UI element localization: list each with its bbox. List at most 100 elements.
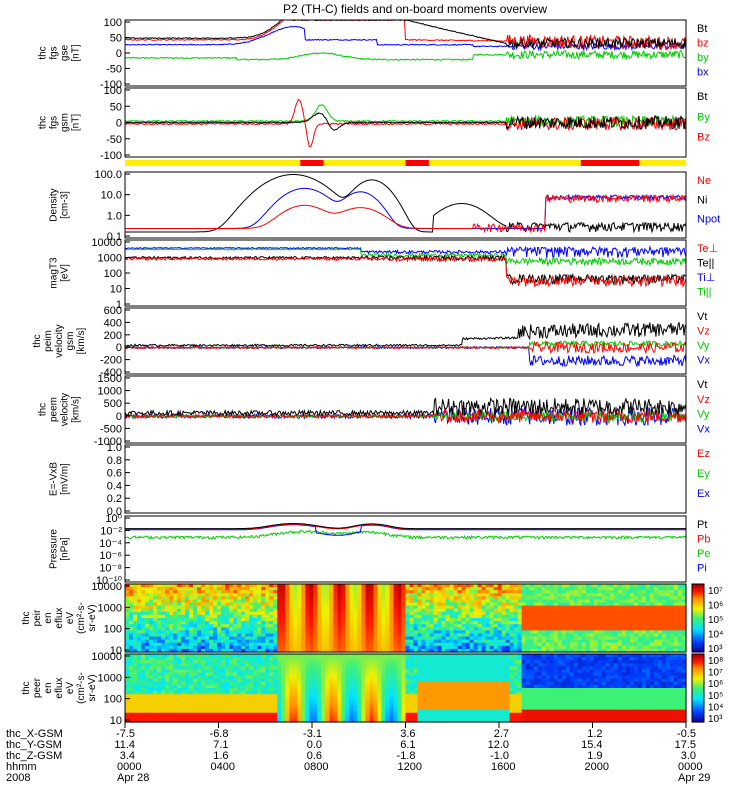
heatmap-cell	[185, 654, 190, 658]
heatmap-cell	[573, 639, 579, 644]
heatmap-cell	[293, 684, 298, 689]
heatmap-cell	[457, 608, 463, 613]
heatmap-cell	[369, 672, 375, 677]
heatmap-cell	[601, 624, 607, 628]
heatmap-cell	[409, 666, 415, 671]
heatmap-cell	[425, 633, 431, 638]
heatmap-cell	[413, 627, 419, 631]
heatmap-cell	[381, 691, 387, 695]
heatmap-cell	[181, 605, 186, 610]
heatmap-cell	[193, 587, 198, 591]
heatmap-cell	[617, 621, 623, 625]
heatmap-cell	[649, 599, 655, 604]
heatmap-cell	[197, 584, 202, 588]
heatmap-cell	[313, 648, 318, 653]
heatmap-cell	[441, 602, 447, 607]
heatmap-cell	[269, 666, 274, 671]
heatmap-cell	[201, 627, 206, 631]
heatmap-cell	[361, 678, 367, 683]
heatmap-cell	[305, 712, 310, 717]
y-axis-label: Density	[49, 188, 60, 221]
heatmap-cell	[145, 654, 150, 658]
heatmap-cell	[661, 639, 667, 644]
heatmap-cell	[649, 636, 655, 641]
heatmap-cell	[349, 639, 355, 644]
heatmap-cell	[229, 590, 234, 594]
heatmap-cell	[513, 593, 519, 597]
heatmap-cell	[233, 599, 238, 604]
heatmap-cell	[329, 587, 334, 591]
heatmap-cell	[345, 602, 350, 607]
heatmap-cell	[233, 681, 238, 686]
heatmap-cell	[573, 605, 579, 610]
heatmap-cell	[537, 621, 543, 625]
heatmap-cell	[269, 587, 274, 591]
heatmap-cell	[165, 718, 170, 723]
heatmap-cell	[557, 621, 563, 625]
heatmap-cell	[157, 602, 162, 607]
heatmap-cell	[425, 681, 431, 686]
heatmap-cell	[417, 608, 423, 613]
heatmap-cell	[213, 709, 218, 714]
heatmap-cell	[237, 672, 242, 677]
heatmap-cell	[289, 684, 294, 689]
heatmap-cell	[301, 587, 306, 591]
heatmap-cell	[337, 587, 342, 591]
y-axis-label: thc	[32, 334, 43, 347]
heatmap-cell	[597, 608, 603, 613]
heatmap-cell	[541, 611, 547, 616]
heatmap-cell	[473, 587, 479, 591]
heatmap-cell	[317, 694, 322, 698]
heatmap-cell	[401, 636, 407, 641]
heatmap-cell	[209, 645, 214, 650]
heatmap-cell	[297, 681, 302, 686]
heatmap-cell	[157, 605, 162, 610]
heatmap-cell	[361, 639, 367, 644]
heatmap-cell	[161, 596, 166, 601]
heatmap-cell	[189, 712, 194, 717]
heatmap-cell	[301, 688, 306, 692]
heatmap-cell	[421, 697, 427, 701]
heatmap-cell	[229, 691, 234, 695]
heatmap-cell	[405, 697, 411, 701]
heatmap-cell	[577, 590, 583, 594]
heatmap-cell	[345, 706, 350, 711]
heatmap-cell	[305, 666, 310, 671]
heatmap-cell	[325, 660, 330, 664]
heatmap-cell	[529, 584, 535, 588]
heatmap-cell	[221, 700, 226, 705]
heatmap-cell	[573, 630, 579, 635]
heatmap-cell	[585, 608, 591, 613]
heatmap-cell	[673, 611, 679, 616]
heatmap-cell	[477, 611, 483, 616]
heatmap-cell	[133, 596, 138, 601]
heatmap-cell	[297, 602, 302, 607]
heatmap-cell	[397, 669, 403, 674]
heatmap-cell	[249, 648, 254, 653]
heatmap-cell	[593, 596, 599, 601]
heatmap-cell	[281, 700, 286, 705]
heatmap-cell	[181, 596, 186, 601]
heatmap-cell	[233, 636, 238, 641]
heatmap-cell	[597, 645, 603, 650]
heatmap-cell	[397, 630, 403, 635]
heatmap-cell	[345, 684, 350, 689]
heatmap-cell	[633, 614, 639, 619]
heatmap-cell	[601, 627, 607, 631]
heatmap-cell	[193, 618, 198, 622]
heatmap-cell	[609, 645, 615, 650]
heatmap-cell	[433, 611, 439, 616]
heatmap-cell	[385, 709, 391, 714]
heatmap-cell	[389, 700, 395, 705]
heatmap-cell	[453, 630, 459, 635]
heatmap-cell	[377, 709, 383, 714]
heatmap-cell	[213, 605, 218, 610]
heatmap-cell	[649, 590, 655, 594]
legend-entry: Vz	[697, 394, 710, 406]
heatmap-cell	[421, 675, 427, 680]
heatmap-cell	[485, 596, 491, 601]
heatmap-cell	[165, 688, 170, 692]
heatmap-cell	[365, 678, 371, 683]
heatmap-cell	[185, 709, 190, 714]
heatmap-cell	[233, 590, 238, 594]
